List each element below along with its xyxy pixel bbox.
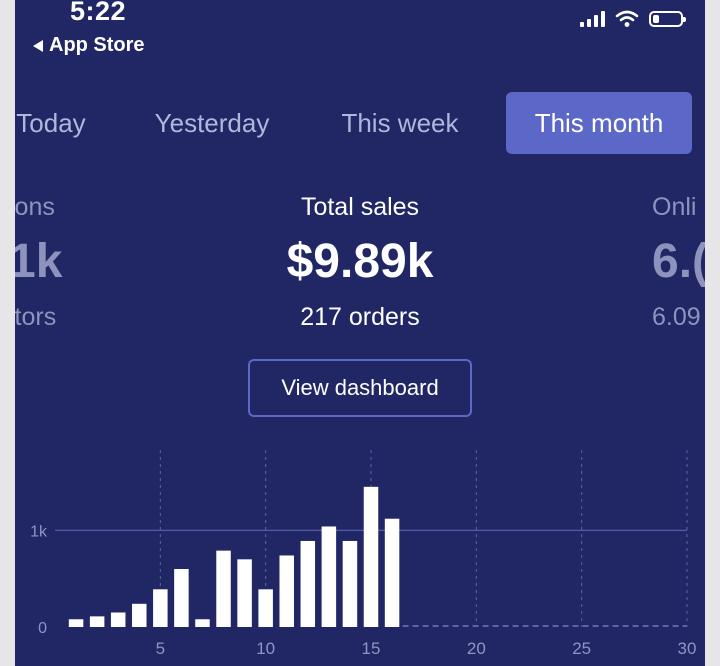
x-tick-label: 10 — [256, 639, 275, 658]
metric-value: 1k — [15, 235, 63, 288]
bar-day-13 — [321, 526, 337, 627]
status-time: 5:22 — [70, 0, 127, 26]
bar-day-15 — [363, 486, 379, 627]
bar-day-7 — [195, 619, 210, 627]
app-screen: 5:22 App Store Today Yesterday This week… — [15, 0, 705, 666]
bar-day-9 — [237, 559, 252, 627]
y-tick-label: 0 — [38, 620, 47, 637]
metric-sub: 6.09 — [652, 303, 701, 331]
tab-this-week[interactable]: This week — [341, 108, 459, 138]
metric-online-partial[interactable]: Onli 6.( 6.09 — [652, 190, 705, 334]
bar-day-1 — [68, 619, 84, 627]
bar-day-16 — [384, 518, 400, 627]
metric-value: $9.89k — [286, 235, 434, 288]
bar-day-11 — [279, 555, 294, 627]
cellular-signal-icon — [580, 11, 605, 27]
tab-yesterday[interactable]: Yesterday — [154, 108, 270, 138]
metric-total-sales[interactable]: Total sales $9.89k 217 orders — [210, 190, 510, 334]
x-tick-label: 15 — [362, 639, 381, 658]
metric-label: ions — [15, 193, 55, 221]
bar-day-6 — [174, 569, 189, 627]
date-range-tabs: Today Yesterday This week This month — [15, 92, 705, 156]
bar-day-5 — [153, 589, 168, 627]
back-to-app-store[interactable]: App Store — [33, 34, 145, 57]
x-tick-label: 25 — [572, 639, 591, 658]
back-label: App Store — [49, 34, 145, 56]
metric-visitors-partial[interactable]: ions 1k itors — [15, 190, 62, 334]
x-tick-label: 20 — [467, 639, 486, 658]
view-dashboard-button[interactable]: View dashboard — [248, 359, 472, 417]
metric-value: 6.( — [652, 235, 705, 288]
metric-label: Total sales — [300, 193, 420, 221]
x-tick-label: 30 — [678, 639, 697, 658]
bar-day-10 — [258, 589, 273, 627]
bar-day-2 — [89, 616, 105, 627]
bar-day-4 — [132, 603, 147, 627]
bar-day-3 — [110, 612, 126, 627]
battery-icon — [649, 11, 686, 27]
y-tick-label: 1k — [30, 523, 48, 540]
bar-day-8 — [216, 550, 231, 627]
back-arrow-icon — [33, 39, 43, 52]
wifi-icon — [615, 10, 639, 27]
bar-day-12 — [300, 540, 316, 627]
x-tick-label: 5 — [156, 639, 165, 658]
sales-bar-chart: 0 1k 5 10 15 20 25 30 — [30, 450, 697, 658]
status-icons — [580, 10, 686, 28]
tab-today[interactable]: Today — [16, 108, 86, 138]
bar-day-14 — [342, 540, 358, 627]
metric-label: Onli — [652, 193, 697, 221]
metric-sub: 217 orders — [300, 303, 420, 331]
tab-this-month[interactable]: This month — [506, 92, 692, 154]
metric-sub: itors — [15, 303, 57, 331]
